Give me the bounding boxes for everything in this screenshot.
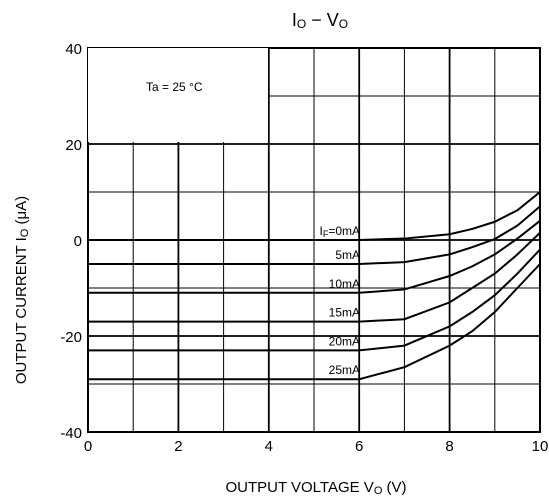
series-line-2 [88, 220, 541, 294]
x-tick-label: 4 [265, 438, 273, 455]
series-line-3 [88, 232, 541, 323]
series-label: 10mA [329, 277, 360, 291]
y-tick-label: 20 [65, 137, 82, 154]
series-label: IF=0mA [319, 224, 360, 239]
y-tick-label: 0 [74, 233, 82, 250]
x-tick-label: 8 [445, 438, 453, 455]
x-tick-label: 0 [84, 438, 92, 455]
series-labels: IF=0mA 5mA 10mA 15mA 20mA 25mA [319, 224, 360, 377]
y-tick-label: -40 [60, 425, 82, 442]
x-axis-label: OUTPUT VOLTAGE VO (V) [225, 479, 406, 497]
series-label: 25mA [329, 363, 360, 377]
x-tick-label: 2 [174, 438, 182, 455]
annotation-ta: Ta = 25 °C [146, 80, 203, 94]
x-tick-label: 6 [355, 438, 363, 455]
y-tick-label: -20 [60, 329, 82, 346]
data-series [88, 191, 541, 381]
series-line-0 [88, 191, 541, 241]
y-axis-label: OUTPUT CURRENT IO (μA) [13, 196, 31, 384]
series-line-4 [88, 248, 541, 352]
series-line-5 [88, 263, 541, 381]
annotation-box: Ta = 25 °C [88, 48, 268, 142]
series-label: 20mA [329, 334, 360, 348]
chart-title: IO − VO [292, 10, 348, 31]
series-line-1 [88, 205, 541, 265]
series-label: 5mA [335, 248, 360, 262]
series-label: 15mA [329, 306, 360, 320]
x-tick-label: 10 [532, 438, 549, 455]
y-tick-label: 40 [65, 41, 82, 58]
